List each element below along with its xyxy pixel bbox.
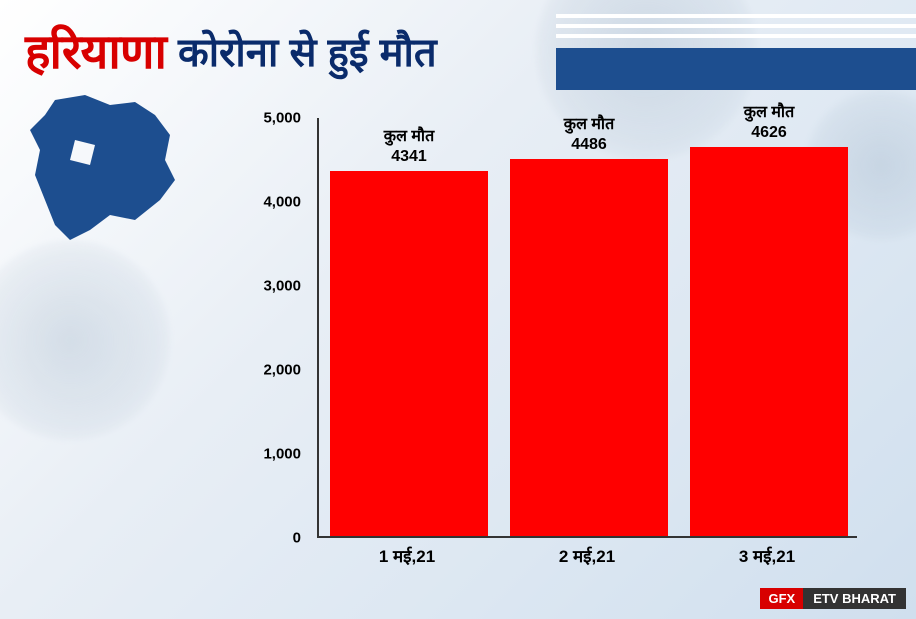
footer-badge: GFX ETV BHARAT: [760, 588, 906, 609]
bar: [330, 171, 488, 536]
footer-etv: ETV BHARAT: [803, 588, 906, 609]
title-main: हरियाणा: [25, 18, 166, 83]
x-tick-label: 2 मई,21: [559, 544, 615, 567]
bar: [690, 147, 848, 536]
x-axis-labels: 1 मई,21 2 मई,21 3 मई,21: [317, 540, 857, 570]
y-tick-label: 0: [293, 530, 301, 547]
y-tick-label: 2,000: [263, 362, 301, 379]
x-tick-label: 3 मई,21: [739, 544, 795, 567]
bar: [510, 159, 668, 536]
y-axis: 01,0002,0003,0004,0005,000: [255, 118, 307, 538]
y-tick-label: 5,000: [263, 110, 301, 127]
plot: कुल मौत4341कुल मौत4486कुल मौत4626: [317, 118, 857, 538]
y-tick-label: 1,000: [263, 446, 301, 463]
bar-value-label: कुल मौत4626: [690, 103, 848, 143]
bar-value-label: कुल मौत4486: [510, 115, 668, 155]
title-bar: हरियाणा कोरोना से हुई मौत: [25, 18, 916, 83]
bar-value-label: कुल मौत4341: [330, 127, 488, 167]
state-map-silhouette: [15, 90, 195, 250]
footer-gfx: GFX: [760, 588, 803, 609]
y-tick-label: 4,000: [263, 194, 301, 211]
title-sub: कोरोना से हुई मौत: [178, 23, 437, 78]
bg-virus-decor: [0, 240, 170, 440]
y-tick-label: 3,000: [263, 278, 301, 295]
chart-area: 01,0002,0003,0004,0005,000 कुल मौत4341कु…: [255, 118, 865, 570]
x-tick-label: 1 मई,21: [379, 544, 435, 567]
